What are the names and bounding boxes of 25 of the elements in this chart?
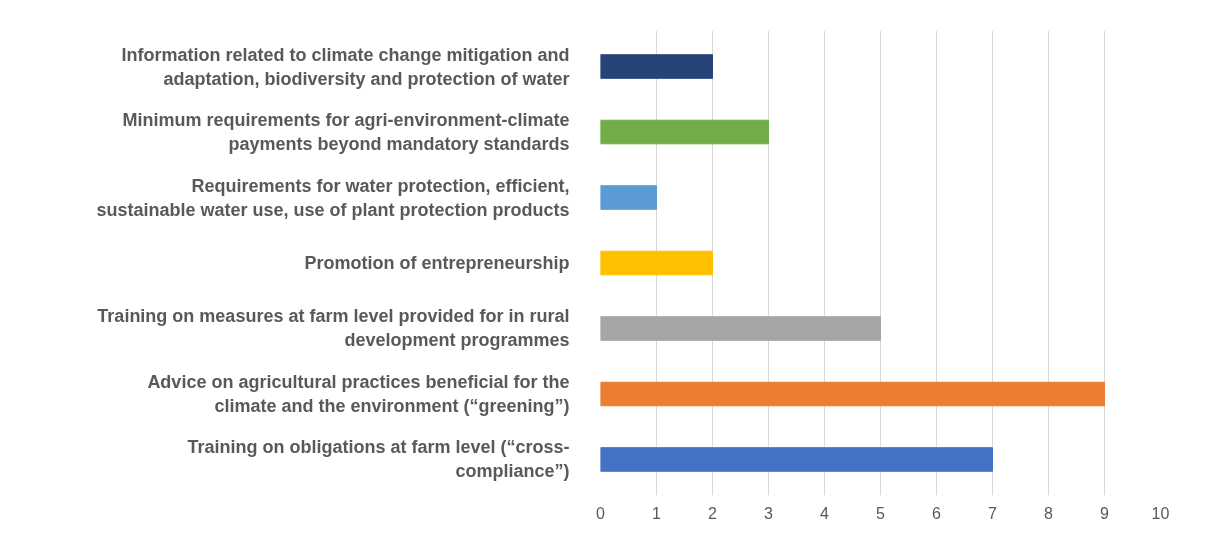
bar <box>600 54 713 79</box>
x-tick-label: 3 <box>764 504 774 522</box>
bar <box>600 316 881 341</box>
x-tick-label: 0 <box>596 504 606 522</box>
x-tick-label: 6 <box>932 504 942 522</box>
y-tick-label: Information related to climate change mitigation and adaptation, biodiversity and protection of water <box>121 44 570 89</box>
bar <box>600 447 993 472</box>
x-tick-label: 5 <box>876 504 886 522</box>
y-tick-label: Advice on agricultural practices beneficial for the climate and the environment (“greening”) <box>147 371 570 416</box>
bar <box>600 250 713 276</box>
x-tick-label: 2 <box>708 504 718 522</box>
y-tick-label: Training on obligations at farm level (“cross-compliance”) <box>187 437 570 482</box>
x-tick-label: 10 <box>1151 504 1170 522</box>
x-tick-label: 9 <box>1100 504 1110 522</box>
y-tick-label: Promotion of entrepreneurship <box>304 253 570 273</box>
x-tick-label: 1 <box>652 504 662 522</box>
bar <box>600 185 657 210</box>
x-tick-label: 4 <box>820 504 830 522</box>
y-tick-label: Minimum requirements for agri-environment-climate payments beyond mandatory standards <box>122 110 570 155</box>
bar <box>600 119 769 145</box>
y-tick-label: Training on measures at farm level provided for in rural development programmes <box>97 306 570 351</box>
x-tick-label: 7 <box>988 504 998 522</box>
y-tick-label: Requirements for water protection, efficient, sustainable water use, use of plant protection products <box>96 175 570 220</box>
x-tick-label: 8 <box>1044 504 1054 522</box>
bar <box>600 381 1105 407</box>
